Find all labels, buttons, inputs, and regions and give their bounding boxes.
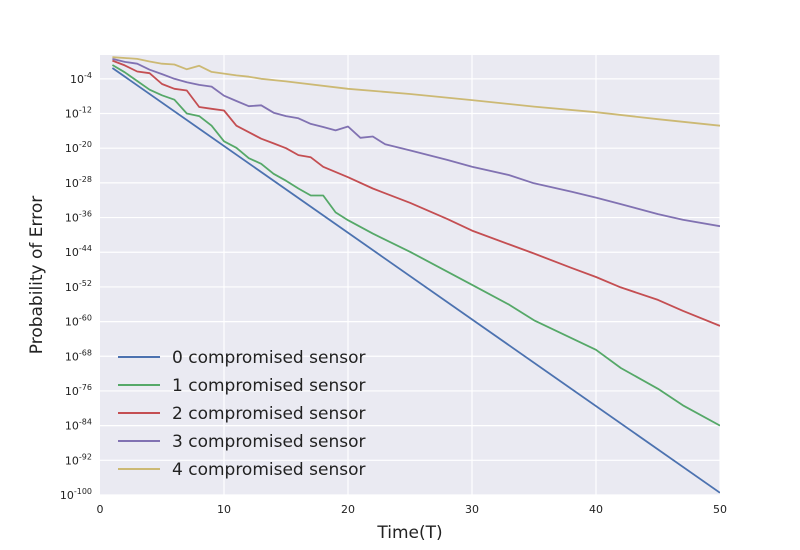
series-lines (111, 56, 720, 494)
legend-label-1: 1 compromised sensor (172, 376, 365, 396)
y-tick-label: 10-12 (65, 106, 92, 121)
x-tick-label: 40 (589, 503, 603, 516)
y-axis-label: Probability of Error (27, 196, 47, 355)
y-tick-label: 10-52 (65, 279, 92, 294)
x-tick-label: 30 (465, 503, 479, 516)
y-tick-label: 10-76 (65, 383, 92, 398)
legend-label-4: 4 compromised sensor (172, 460, 365, 480)
y-tick-label: 10-68 (65, 348, 92, 363)
y-tick-label: 10-44 (65, 244, 92, 259)
legend-label-0: 0 compromised sensor (172, 348, 365, 368)
y-tick-label: 10-92 (65, 452, 92, 467)
legend-label-3: 3 compromised sensor (172, 432, 365, 452)
x-tick-label: 50 (713, 503, 727, 516)
x-tick-label: 0 (97, 503, 104, 516)
x-tick-label: 10 (217, 503, 231, 516)
y-tick-label: 10-20 (65, 140, 92, 155)
series-line-4 (112, 56, 720, 127)
x-tick-label: 20 (341, 503, 355, 516)
legend-label-2: 2 compromised sensor (172, 404, 365, 424)
legend: 0 compromised sensor 1 compromised sensor… (118, 348, 365, 480)
y-tick-label: 10-60 (65, 314, 92, 329)
series-line-2 (112, 59, 720, 327)
y-tick-label: 10-100 (60, 487, 92, 502)
y-tick-label: 10-28 (65, 175, 92, 190)
y-tick-label: 10-84 (65, 418, 92, 433)
y-tick-labels: 10-100 10-92 10-84 10-76 10-68 10-60 10-52 10-4… (60, 71, 92, 502)
series-line-0 (111, 67, 720, 494)
y-tick-label: 10-36 (65, 210, 92, 225)
grid (100, 55, 721, 496)
series-line-1 (111, 64, 720, 427)
x-axis-label: Time(T) (376, 523, 442, 543)
series-line-3 (112, 58, 720, 228)
y-tick-label: 10-4 (70, 71, 92, 86)
x-tick-labels: 0 10 20 30 40 50 (97, 503, 728, 516)
